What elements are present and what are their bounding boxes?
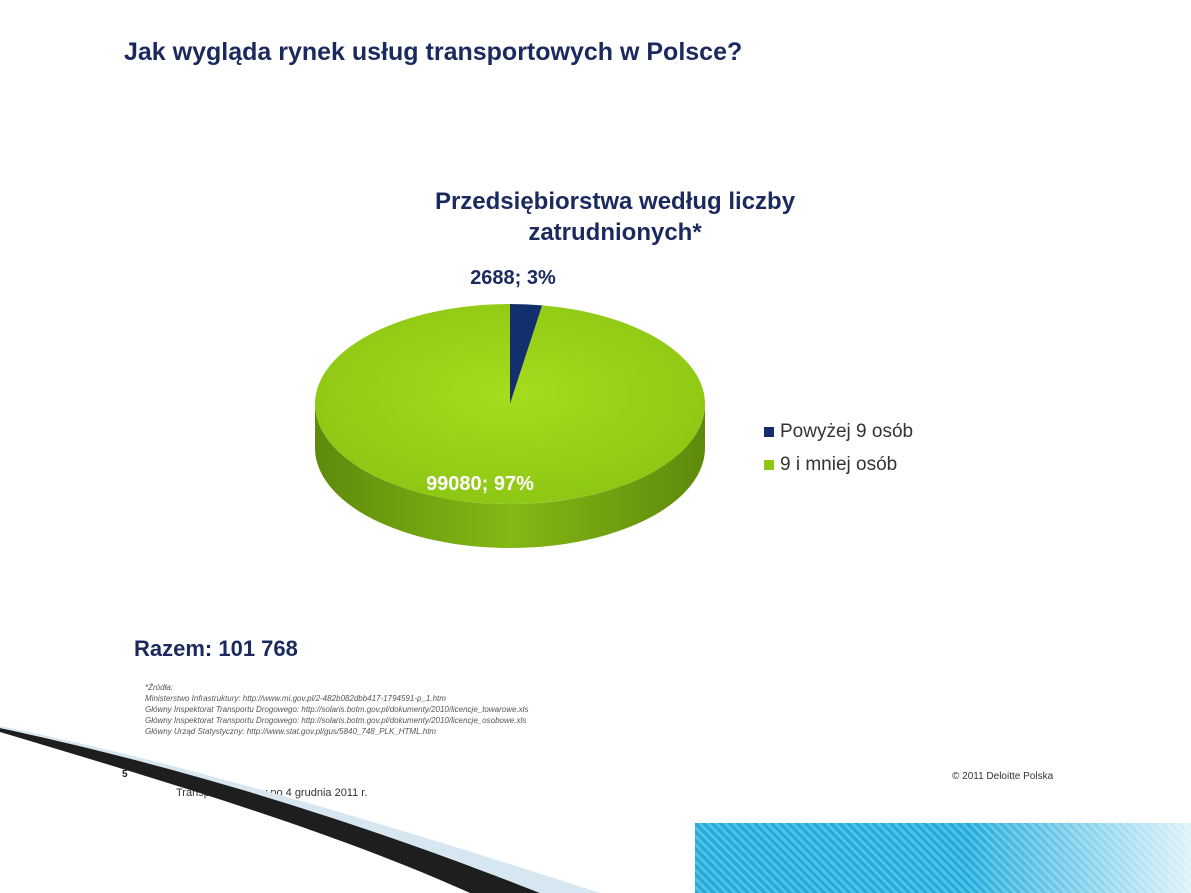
chart-title-line-1: Przedsiębiorstwa według liczby <box>434 188 796 215</box>
decorative-swoosh <box>0 726 600 893</box>
pie-slice-powyzej-9 <box>510 304 543 404</box>
pie-label-powyzej-9: 2688; 3% <box>470 267 556 289</box>
legend-swatch-green <box>764 459 774 470</box>
source-line: Główny Urząd Statystyczny: http://www.st… <box>145 727 437 736</box>
chart-legend: Powyżej 9 osób 9 i mniej osób <box>764 415 913 481</box>
decorative-stripe-block <box>695 823 1191 893</box>
total-count: Razem: 101 768 <box>134 636 298 661</box>
legend-label: 9 i mniej osób <box>780 453 898 475</box>
legend-label: Powyżej 9 osób <box>780 420 914 442</box>
chart-title-line-2: zatrudnionych* <box>528 219 702 246</box>
page-number: 5 <box>122 769 128 780</box>
copyright-notice: © 2011 Deloitte Polska <box>952 771 1054 782</box>
pie-label-9-i-mniej: 99080; 97% <box>426 473 534 495</box>
pie-slice-9-i-mniej <box>315 304 706 504</box>
sources-heading: *Źródła: <box>145 683 174 692</box>
sources-note: *Źródła: Ministerstwo Infrastruktury: ht… <box>145 682 528 737</box>
slide-title: Jak wygląda rynek usług transportowych w… <box>124 38 743 66</box>
legend-item-9-i-mniej: 9 i mniej osób <box>764 448 913 481</box>
chart-title: Przedsiębiorstwa według liczby zatrudnio… <box>330 186 900 248</box>
source-line: Ministerstwo Infrastruktury: http://www.… <box>145 694 446 703</box>
legend-item-powyzej-9: Powyżej 9 osób <box>764 415 913 448</box>
pie-side <box>315 404 705 548</box>
legend-swatch-navy <box>764 426 774 437</box>
source-line: Główny Inspektorat Transportu Drogowego:… <box>145 705 529 714</box>
source-line: Główny Inspektorat Transportu Drogowego:… <box>145 716 527 725</box>
